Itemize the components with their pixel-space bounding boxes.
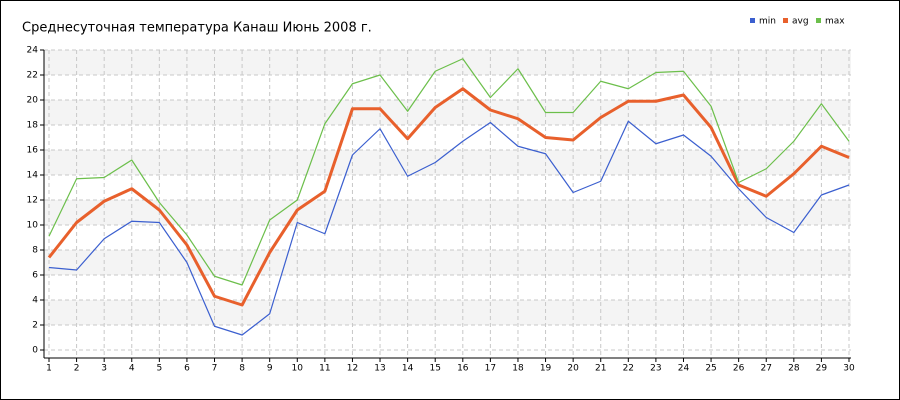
y-tick-label: 24 (27, 46, 39, 56)
band (44, 250, 851, 275)
band (44, 200, 851, 225)
x-tick-label: 15 (429, 364, 440, 374)
x-tick-label: 3 (101, 364, 107, 374)
series-line (48, 120, 850, 336)
y-tick-label: 22 (27, 71, 38, 81)
y-tick-label: 20 (27, 96, 39, 106)
band (44, 300, 851, 325)
y-tick-label: 14 (27, 171, 39, 181)
x-tick-label: 16 (457, 364, 469, 374)
y-tick-label: 18 (27, 121, 39, 131)
x-tick-label: 10 (292, 364, 304, 374)
x-tick-label: 29 (816, 364, 828, 374)
legend-swatch (816, 18, 821, 23)
y-tick-label: 10 (27, 221, 39, 231)
y-tick-label: 8 (32, 246, 38, 256)
x-tick-label: 4 (129, 364, 135, 374)
x-tick-label: 25 (705, 364, 716, 374)
x-tick-label: 23 (650, 364, 661, 374)
x-tick-label: 11 (319, 364, 330, 374)
x-tick-label: 2 (74, 364, 80, 374)
x-tick-label: 12 (347, 364, 358, 374)
band (44, 50, 851, 75)
x-tick-label: 17 (485, 364, 496, 374)
x-tick-label: 6 (184, 364, 190, 374)
x-tick-label: 18 (512, 364, 524, 374)
y-tick-label: 6 (32, 271, 38, 281)
x-tick-label: 13 (374, 364, 385, 374)
x-tick-label: 21 (595, 364, 606, 374)
y-tick-label: 4 (32, 296, 38, 306)
y-tick-label: 2 (32, 321, 38, 331)
x-tick-label: 1 (46, 364, 52, 374)
legend-label: avg (792, 17, 809, 27)
x-tick-label: 5 (156, 364, 162, 374)
x-tick-label: 7 (212, 364, 218, 374)
series-line (47, 87, 850, 307)
x-tick-label: 9 (267, 364, 273, 374)
chart-title: Среднесуточная температура Канаш Июнь 20… (22, 21, 372, 36)
x-tick-label: 20 (567, 364, 579, 374)
x-tick-label: 30 (843, 364, 855, 374)
x-tick-label: 22 (623, 364, 634, 374)
band (44, 100, 851, 125)
x-tick-label: 24 (678, 364, 690, 374)
x-tick-label: 14 (402, 364, 414, 374)
x-tick-label: 19 (540, 364, 552, 374)
series-line (48, 58, 850, 286)
x-tick-label: 8 (239, 364, 245, 374)
legend-swatch (783, 18, 788, 23)
legend-swatch (750, 18, 755, 23)
x-tick-label: 28 (788, 364, 800, 374)
legend-label: max (825, 17, 845, 27)
y-tick-label: 16 (27, 146, 39, 156)
x-tick-label: 26 (733, 364, 745, 374)
y-tick-label: 0 (32, 346, 38, 356)
y-tick-label: 12 (27, 196, 38, 206)
legend-label: min (759, 17, 776, 27)
x-tick-label: 27 (761, 364, 772, 374)
